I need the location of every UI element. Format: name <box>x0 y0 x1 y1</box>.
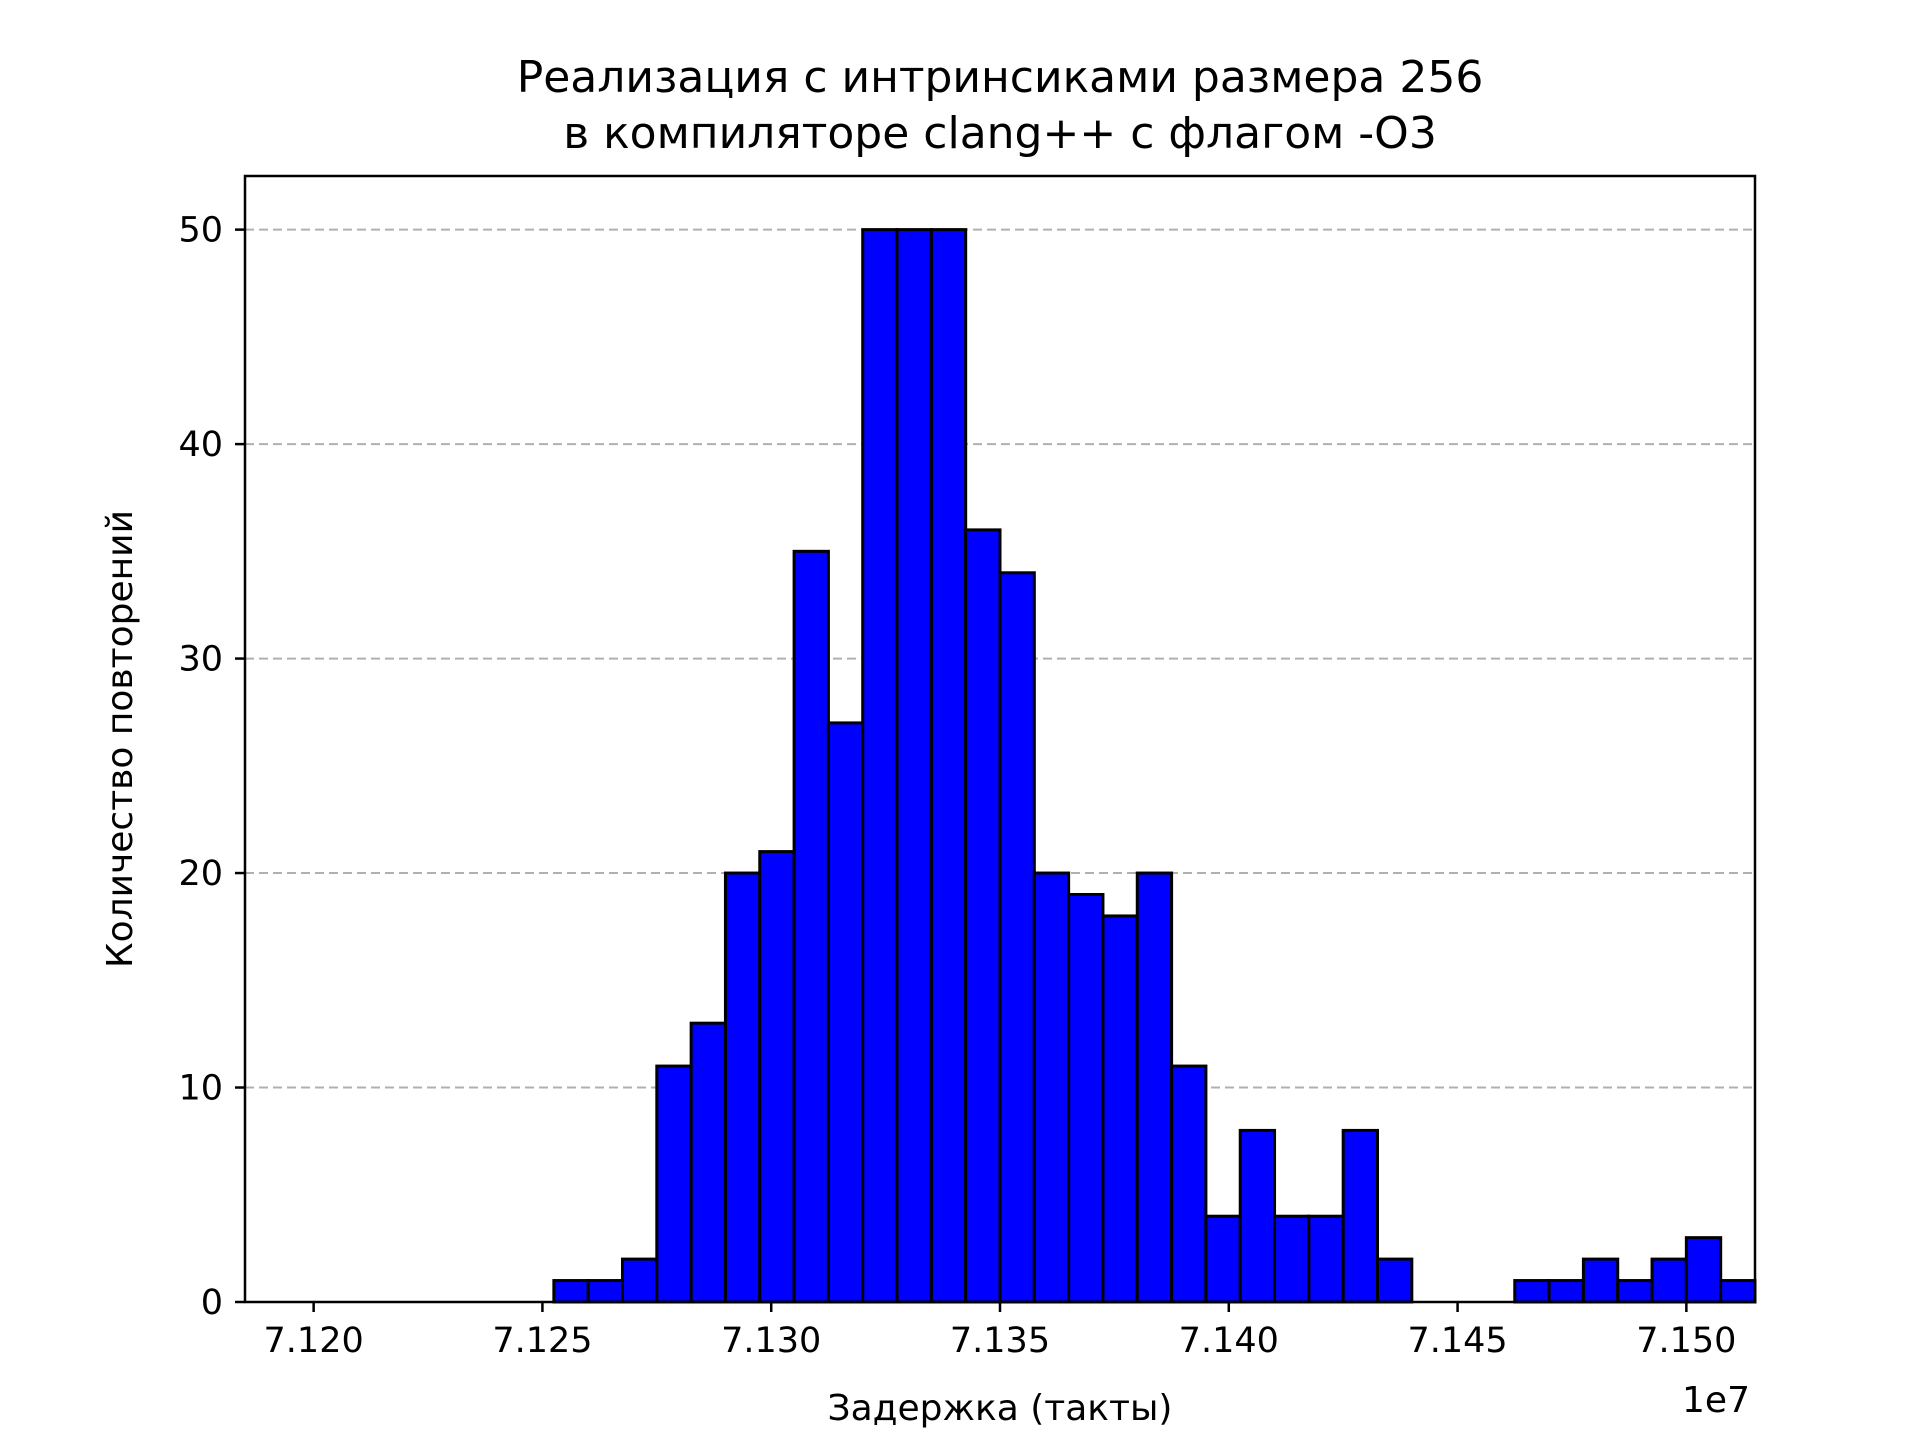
x-axis-offset-text: 1e7 <box>1682 1380 1750 1421</box>
bar-36 <box>1547 1279 1585 1304</box>
bar-26 <box>1204 1214 1242 1304</box>
bar-40 <box>1684 1236 1723 1304</box>
x-tick-label: 7.130 <box>721 1321 821 1361</box>
bar-9 <box>621 1257 659 1304</box>
x-tick-label: 7.120 <box>264 1321 364 1361</box>
bar-10 <box>655 1064 693 1304</box>
x-tick-label: 7.150 <box>1636 1321 1736 1361</box>
bar-39 <box>1650 1257 1688 1304</box>
bar-8 <box>586 1279 625 1304</box>
bar-21 <box>1032 871 1071 1304</box>
bar-19 <box>964 528 1002 1304</box>
bar-14 <box>792 549 830 1304</box>
x-tick-label: 7.135 <box>950 1321 1050 1361</box>
histogram-bars <box>552 228 1757 1304</box>
bar-7 <box>552 1279 590 1304</box>
y-tick-label: 10 <box>178 1069 223 1109</box>
bar-30 <box>1341 1128 1379 1304</box>
chart-title-line-2: в компиляторе clang++ с флагом -O3 <box>563 108 1437 159</box>
bar-29 <box>1307 1214 1345 1304</box>
y-tick-label: 20 <box>178 854 223 894</box>
bar-38 <box>1616 1279 1654 1304</box>
x-tick-label: 7.140 <box>1179 1321 1279 1361</box>
bar-27 <box>1238 1128 1277 1304</box>
bar-41 <box>1719 1279 1757 1304</box>
chart-title-line-1: Реализация с интринсиками размера 256 <box>517 52 1484 103</box>
bar-20 <box>998 571 1036 1304</box>
x-axis-label: Задержка (такты) <box>828 1388 1173 1429</box>
bar-28 <box>1273 1214 1311 1304</box>
y-tick-label: 40 <box>178 425 223 465</box>
bar-22 <box>1067 892 1105 1304</box>
x-axis-ticks: 7.120 7.125 7.130 7.135 7.140 7.145 7.150 <box>264 1302 1736 1361</box>
bar-24 <box>1135 871 1174 1304</box>
bar-13 <box>758 850 796 1304</box>
y-tick-label: 50 <box>178 211 223 251</box>
bar-17 <box>895 228 933 1304</box>
bar-11 <box>689 1021 727 1304</box>
bar-12 <box>723 871 762 1304</box>
bar-25 <box>1170 1064 1208 1304</box>
bar-18 <box>929 228 968 1304</box>
y-tick-label: 30 <box>178 640 223 680</box>
bar-35 <box>1513 1279 1551 1304</box>
bar-15 <box>826 721 865 1304</box>
y-tick-label: 0 <box>201 1283 223 1323</box>
y-axis-label: Количество повторений <box>100 510 141 968</box>
bar-31 <box>1376 1257 1414 1304</box>
bar-16 <box>861 228 899 1304</box>
bar-23 <box>1101 914 1139 1304</box>
bar-37 <box>1581 1257 1620 1304</box>
y-axis-ticks: 0 10 20 30 40 50 <box>178 211 245 1323</box>
x-tick-label: 7.125 <box>492 1321 592 1361</box>
x-tick-label: 7.145 <box>1407 1321 1507 1361</box>
